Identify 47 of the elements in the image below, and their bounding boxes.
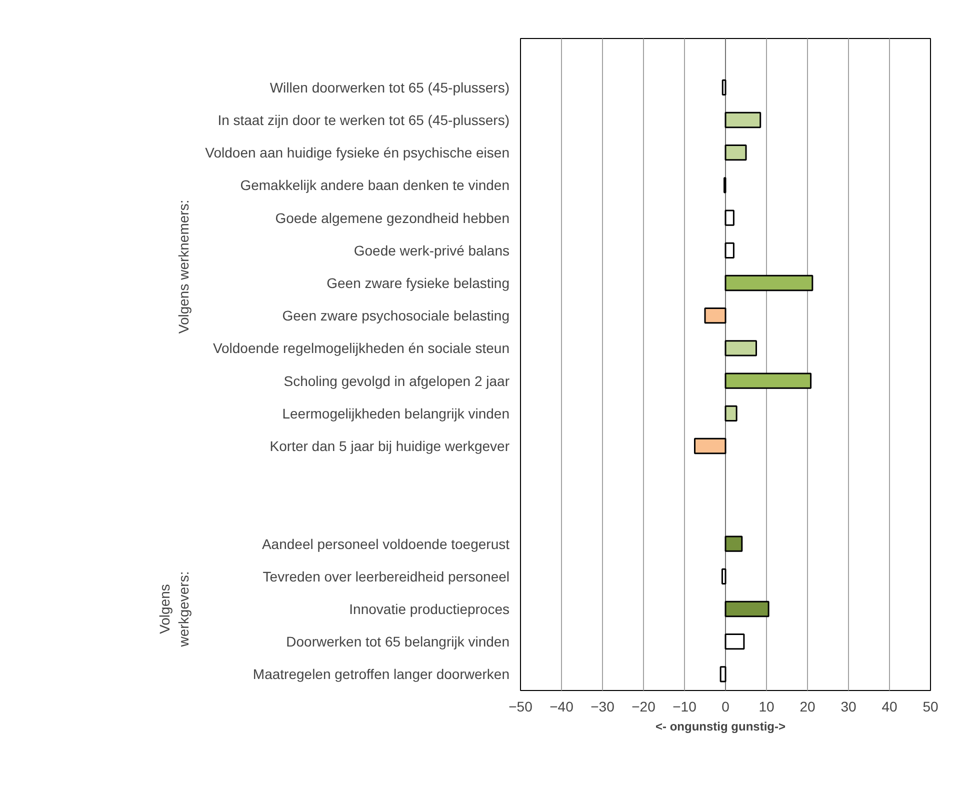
x-tick-label: −20 — [632, 698, 656, 714]
y-tick-label: Goede algemene gezondheid hebben — [275, 210, 510, 226]
bar — [724, 144, 747, 161]
bar — [724, 274, 814, 292]
x-tick-label: −30 — [590, 698, 615, 714]
bar — [722, 79, 726, 96]
bar — [724, 600, 770, 618]
y-tick-label: Gemakkelijk andere baan denken te vinden — [240, 177, 510, 194]
x-tick-label: −50 — [508, 698, 533, 714]
y-tick-label: Voldoende regelmogelijkheden én sociale steun — [212, 340, 510, 356]
bar — [724, 634, 745, 650]
x-tick-label: 10 — [758, 698, 774, 714]
y-tick-label: Doorwerken tot 65 belangrijk vinden — [286, 634, 510, 650]
x-tick-label: 50 — [922, 698, 938, 714]
y-tick-label: Aandeel personeel voldoende toegerust — [262, 536, 510, 552]
text: Volgens werknemers: — [176, 200, 192, 334]
y-tick-label: Geen zware fysieke belasting — [326, 275, 510, 291]
bar — [694, 438, 726, 454]
bar — [724, 372, 812, 389]
bar — [721, 568, 726, 584]
y-tick-label: Goede werk-privé balans — [354, 242, 510, 258]
bar — [720, 666, 726, 682]
bar — [724, 405, 738, 422]
bar — [724, 112, 762, 128]
x-tick-label: 30 — [840, 698, 856, 714]
y-tick-label: Innovatie productieproces — [349, 601, 510, 617]
x-tick-label: −10 — [672, 698, 697, 714]
bar — [724, 340, 757, 356]
y-tick-label: Voldoen aan huidige fysieke én psychische eisen — [205, 144, 510, 161]
x-tick-label: −40 — [550, 698, 574, 714]
bar — [724, 210, 734, 226]
y-tick-label: Korter dan 5 jaar bij huidige werkgever — [270, 438, 510, 454]
y-tick-label: Leermogelijkheden belangrijk vinden — [282, 405, 510, 422]
y-tick-label: In staat zijn door te werken tot 65 (45-plussers) — [218, 112, 510, 128]
bar — [724, 536, 743, 552]
x-axis-title: <- ongunstig gunstig-> — [656, 720, 786, 734]
y-tick-label: Geen zware psychosociale belasting — [282, 308, 510, 324]
x-tick-label: 40 — [882, 698, 898, 714]
bar — [724, 242, 734, 258]
bar — [704, 308, 726, 324]
y-tick-label: Maatregelen getroffen langer doorwerken — [252, 666, 510, 682]
x-tick-label: 20 — [800, 698, 816, 714]
y-tick-label: Tevreden over leerbereidheid personeel — [262, 568, 510, 584]
y-tick-label: Scholing gevolgd in afgelopen 2 jaar — [284, 372, 510, 389]
text: Volgens werkgevers: — [156, 571, 192, 648]
x-tick-label: 0 — [722, 698, 730, 714]
y-tick-label: Willen doorwerken tot 65 (45-plussers) — [270, 79, 510, 96]
